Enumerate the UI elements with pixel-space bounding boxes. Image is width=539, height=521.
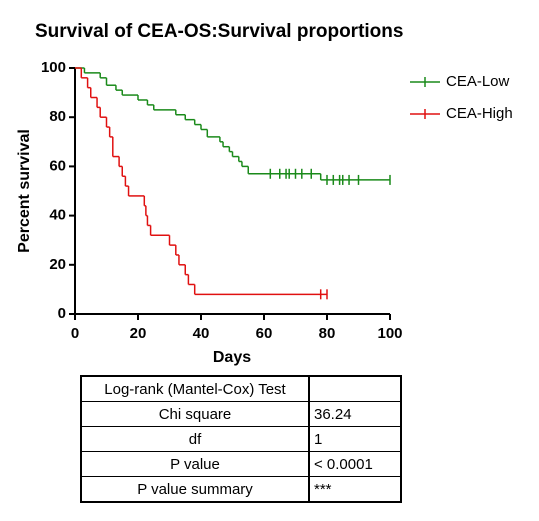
table-cell: P value bbox=[80, 451, 310, 477]
y-tick-label: 40 bbox=[49, 207, 66, 224]
stats-table: Log-rank (Mantel-Cox) Test Chi square 36.… bbox=[80, 375, 402, 503]
table-cell: < 0.0001 bbox=[308, 451, 402, 477]
table-row: P value < 0.0001 bbox=[80, 451, 402, 477]
table-cell: P value summary bbox=[80, 476, 310, 503]
chart: Survival of CEA-OS:Survival proportions … bbox=[16, 21, 513, 366]
table-cell: *** bbox=[308, 476, 402, 503]
chart-title: Survival of CEA-OS:Survival proportions bbox=[35, 21, 403, 42]
legend-label: CEA-Low bbox=[446, 73, 510, 90]
table-cell: 36.24 bbox=[308, 401, 402, 427]
table-title: Log-rank (Mantel-Cox) Test bbox=[80, 375, 310, 402]
y-tick-label: 60 bbox=[49, 157, 66, 174]
y-tick-label: 100 bbox=[41, 59, 66, 76]
y-tick-label: 20 bbox=[49, 256, 66, 273]
table-row: df 1 bbox=[80, 426, 402, 452]
x-tick-label: 100 bbox=[377, 325, 402, 342]
table-cell: df bbox=[80, 426, 310, 452]
table-cell: Chi square bbox=[80, 401, 310, 427]
y-axis-label: Percent survival bbox=[16, 129, 33, 253]
x-tick-label: 60 bbox=[256, 325, 273, 342]
x-tick-label: 0 bbox=[71, 325, 79, 342]
x-tick-label: 80 bbox=[319, 325, 336, 342]
table-row: P value summary *** bbox=[80, 476, 402, 503]
table-row: Chi square 36.24 bbox=[80, 401, 402, 427]
legend-label: CEA-High bbox=[446, 105, 513, 122]
x-tick-label: 40 bbox=[193, 325, 210, 342]
y-tick-label: 80 bbox=[49, 108, 66, 125]
y-tick-label: 0 bbox=[58, 305, 66, 322]
x-tick-label: 20 bbox=[130, 325, 147, 342]
x-axis-label: Days bbox=[213, 349, 251, 366]
table-cell: 1 bbox=[308, 426, 402, 452]
